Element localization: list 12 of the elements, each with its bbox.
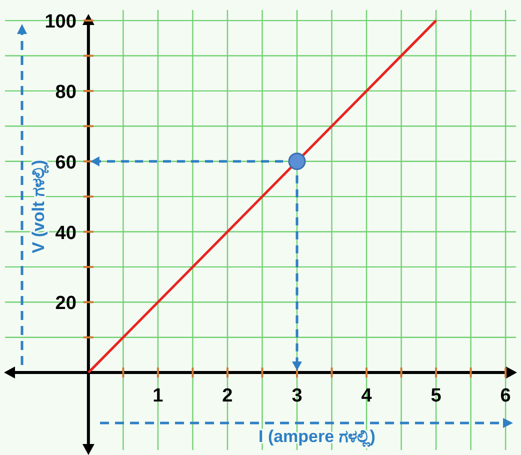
- y-tick-label: 100: [44, 12, 76, 33]
- x-tick-label: 4: [361, 386, 372, 407]
- x-tick-label: 5: [430, 386, 442, 407]
- x-tick-label: 6: [500, 386, 511, 407]
- x-tick-label: 3: [292, 386, 302, 407]
- x-tick-label: 1: [152, 386, 164, 407]
- y-tick-label: 80: [55, 82, 76, 103]
- y-tick-label: 40: [55, 222, 76, 244]
- x-tick-label: 2: [222, 386, 233, 407]
- y-axis-title: V (volt ಗಳಲ್ಲಿ): [29, 160, 50, 254]
- y-tick-label: 60: [55, 152, 76, 174]
- y-tick-label: 20: [55, 293, 76, 314]
